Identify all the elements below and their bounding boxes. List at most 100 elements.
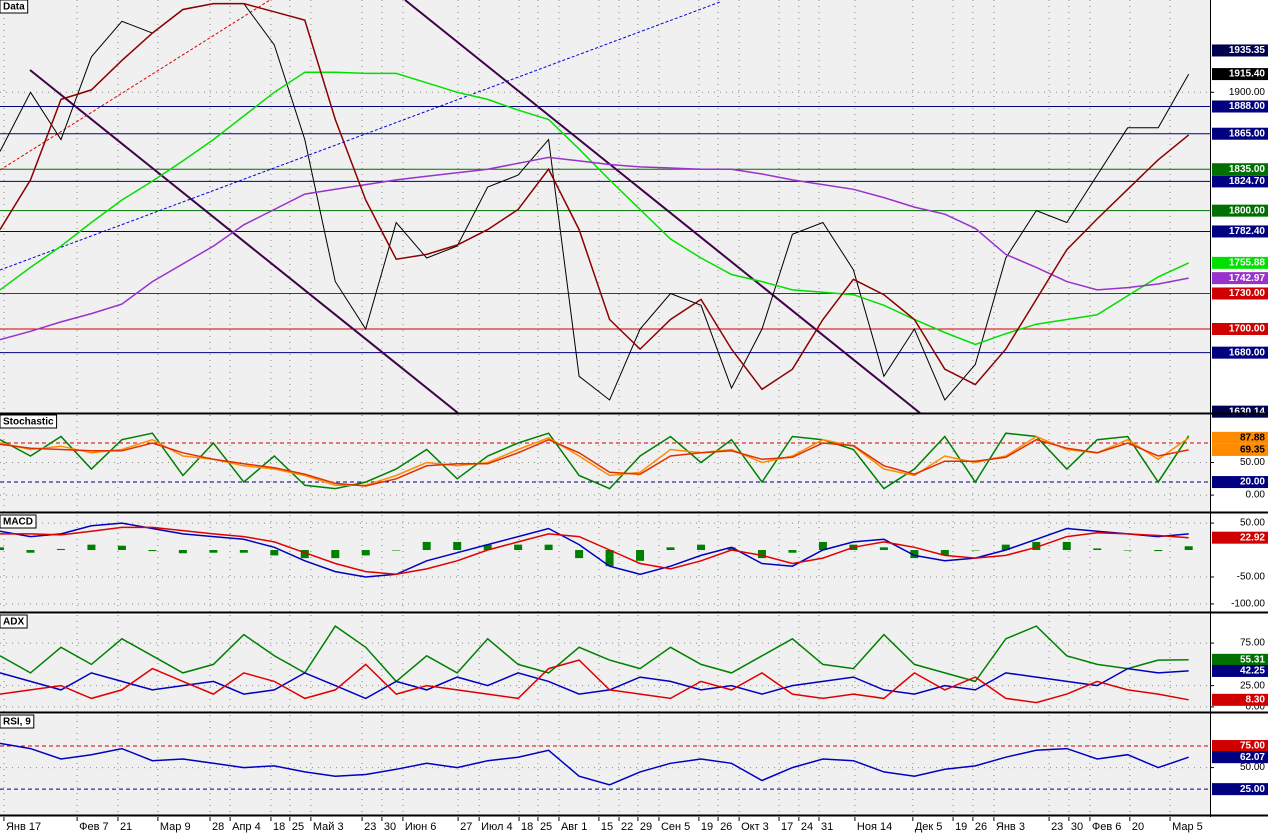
price-tag-label: 87.88 (1240, 433, 1265, 444)
x-tick-label: 22 (621, 821, 633, 833)
histogram-bar (1001, 544, 1010, 551)
histogram-bar (300, 550, 309, 559)
price-tag (1212, 431, 1268, 444)
x-tick-label: Янв 3 (996, 821, 1025, 833)
trend-line (404, 0, 921, 413)
series-line (0, 522, 1189, 578)
histogram-bar (0, 547, 4, 551)
histogram-bar (757, 550, 766, 559)
histogram-bar (239, 550, 248, 553)
histogram-bar (1154, 550, 1163, 552)
price-tag (1212, 44, 1268, 57)
pane-title-box (0, 0, 29, 14)
pane-title-box (0, 714, 35, 729)
price-tag-label: 1935.35 (1229, 45, 1266, 56)
histogram-bar (453, 541, 462, 551)
price-tag (1212, 256, 1268, 269)
y-tick-label: -50.00 (1237, 572, 1266, 583)
x-tick-label: Мар 5 (1172, 821, 1203, 833)
price-tag-label: 69.35 (1240, 445, 1265, 456)
series-line (0, 71, 1190, 346)
price-tag-label: 1888.00 (1229, 101, 1266, 112)
price-tag (1212, 783, 1268, 796)
pane-title: ADX (3, 617, 24, 628)
x-tick-label: 18 (521, 821, 533, 833)
x-tick-label: Фев 6 (1092, 821, 1122, 833)
price-tag-label: 1865.00 (1229, 128, 1266, 139)
price-tag-label: 1680.00 (1229, 347, 1266, 358)
trend-line (0, 0, 271, 171)
series-line (0, 659, 1189, 704)
price-tag (1212, 272, 1268, 285)
histogram-bar (1032, 541, 1041, 551)
y-tick-label: 25.00 (1240, 680, 1265, 691)
x-tick-label: Ноя 14 (857, 821, 892, 833)
y-tick-label: 1900.00 (1229, 87, 1266, 98)
x-tick-label: 26 (720, 821, 732, 833)
price-tag (1212, 322, 1268, 335)
x-tick-label: 23 (364, 821, 376, 833)
plot-area (0, 0, 1210, 413)
histogram-bar (361, 550, 370, 556)
price-tag (1212, 653, 1268, 666)
price-tag (1212, 405, 1268, 418)
histogram-bar (940, 550, 949, 556)
histogram-bar (1123, 550, 1132, 551)
pane (0, 415, 1210, 512)
price-tag-label: 1915.40 (1229, 69, 1266, 80)
x-tick-label: Янв 17 (6, 821, 41, 833)
x-tick-label: 19 (701, 821, 713, 833)
histogram-bar (879, 547, 888, 551)
plot-area (0, 715, 1210, 815)
x-tick-label: Дек 5 (915, 821, 943, 833)
x-tick-label: Июл 4 (481, 821, 513, 833)
x-tick-label: 31 (821, 821, 833, 833)
x-tick-label: 26 (975, 821, 987, 833)
y-tick-label: 50.00 (1240, 518, 1265, 529)
y-tick-label: 0.00 (1246, 490, 1266, 501)
price-tag-label: 75.00 (1240, 741, 1265, 752)
histogram-bar (1062, 541, 1071, 551)
x-tick-label: 20 (1132, 821, 1144, 833)
y-tick-label: 75.00 (1240, 638, 1265, 649)
histogram-bar (331, 550, 340, 559)
price-tag (1212, 100, 1268, 113)
y-tick-label: -100.00 (1231, 599, 1265, 610)
histogram-bar (392, 550, 401, 551)
histogram-bar (209, 550, 218, 553)
x-tick-label: 30 (1071, 821, 1083, 833)
histogram-bar (117, 545, 126, 551)
price-tag-label: 1824.70 (1229, 176, 1266, 187)
x-tick-label: 23 (1051, 821, 1063, 833)
histogram-bar (87, 544, 96, 551)
x-tick-label: 21 (120, 821, 132, 833)
x-tick-label: 17 (781, 821, 793, 833)
histogram-bar (818, 541, 827, 551)
price-tag (1212, 664, 1268, 677)
y-tick-label: 50.00 (1240, 457, 1265, 468)
price-tag (1212, 287, 1268, 300)
price-tag-label: 62.07 (1240, 752, 1265, 763)
histogram-bar (575, 550, 584, 559)
x-tick-label: 28 (212, 821, 224, 833)
histogram-bar (178, 550, 187, 554)
histogram-bar (56, 548, 65, 551)
price-tag (1212, 751, 1268, 764)
x-tick-label: 25 (292, 821, 304, 833)
histogram-bar (1093, 548, 1102, 551)
histogram-bar (26, 550, 35, 553)
x-tick-label: 19 (955, 821, 967, 833)
histogram-bar (697, 544, 706, 551)
histogram-bar (636, 550, 645, 561)
series-line (0, 438, 1189, 487)
series-line (0, 667, 1189, 700)
x-tick-label: 30 (384, 821, 396, 833)
x-tick-label: Апр 4 (232, 821, 261, 833)
price-tag (1212, 531, 1268, 544)
series-line (0, 625, 1189, 683)
price-tag-label: 1835.00 (1229, 164, 1266, 175)
x-tick-label: 25 (540, 821, 552, 833)
x-tick-label: Май 3 (313, 821, 344, 833)
price-tag-label: 8.30 (1246, 694, 1266, 705)
